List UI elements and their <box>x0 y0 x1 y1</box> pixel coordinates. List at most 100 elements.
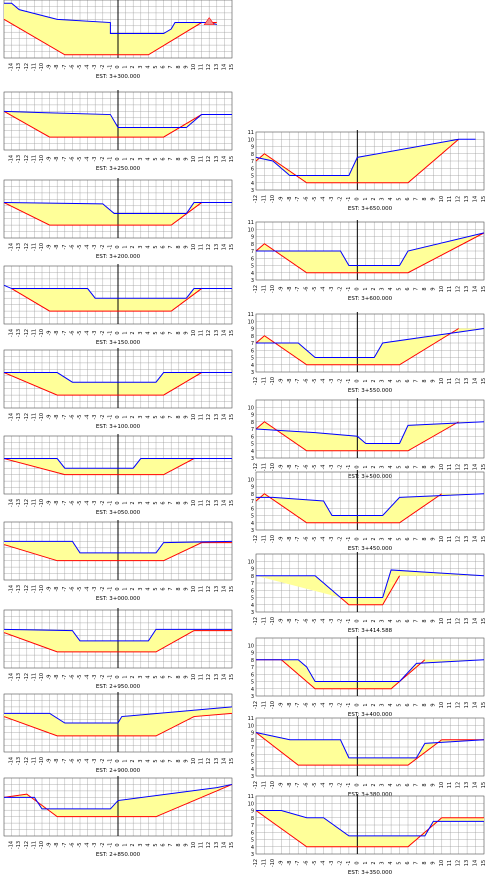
ground-profile-line <box>4 706 233 724</box>
y-tick-label: 5 <box>251 442 254 448</box>
x-tick-label: -9 <box>47 331 53 336</box>
panel-frame <box>255 637 485 697</box>
y-tick-label: 10 <box>248 801 254 807</box>
x-tick-label: 10 <box>191 156 197 162</box>
x-tick-label: 5 <box>153 415 159 418</box>
y-tick-label: 10 <box>248 643 254 649</box>
y-tick-label: 3 <box>251 694 254 700</box>
x-tick-label: 3 <box>138 157 144 160</box>
x-tick-label: 5 <box>153 331 159 334</box>
x-tick-label: 10 <box>191 586 197 592</box>
x-tick-label: -14 <box>9 757 15 765</box>
x-tick-label: 7 <box>168 587 174 590</box>
cross-section-panel: -14 -13 -12 -11 -10 -9 -8 -7 -6 -5 -4 -3 -2 -1 0 1 2 3 4 5 6… <box>3 264 235 346</box>
x-tick-label: 13 <box>464 702 470 708</box>
x-tick-label: 8 <box>422 197 428 200</box>
x-tick-label: -2 <box>337 197 343 202</box>
station-label: EST: 3+414.588 <box>348 628 393 634</box>
x-tick-label: -4 <box>321 537 327 542</box>
x-tick-label: 5 <box>153 245 159 248</box>
x-tick-label: -8 <box>54 157 60 162</box>
x-tick-label: 9 <box>183 675 189 678</box>
x-tick-label: 13 <box>214 414 220 420</box>
x-tick-label: 11 <box>199 330 205 336</box>
y-tick-label: 8 <box>251 242 254 248</box>
cut-fill-area <box>256 732 484 766</box>
x-tick-label: -5 <box>77 759 83 764</box>
x-tick-label: -12 <box>24 757 30 765</box>
x-tick-label: -11 <box>31 329 37 337</box>
x-tick-label: 6 <box>161 245 167 248</box>
y-tick-label: 7 <box>251 665 254 671</box>
x-tick-label: -12 <box>253 617 259 625</box>
ground-profile-line <box>256 569 485 598</box>
x-tick-label: 8 <box>422 287 428 290</box>
x-tick-label: -8 <box>287 197 293 202</box>
x-tick-label: 8 <box>422 703 428 706</box>
x-tick-label: -4 <box>321 287 327 292</box>
x-tick-label: 12 <box>206 414 212 420</box>
x-tick-label: -11 <box>261 377 267 385</box>
x-tick-label: -14 <box>9 585 15 593</box>
y-tick-label: 3 <box>251 774 254 780</box>
cut-fill-area <box>256 493 484 523</box>
cross-section-panel: -12 -11 -10 -9 -8 -7 -6 -5 -4 -3 -2 -1 0 1 2 3 4 5 6 7 8 9 10 1… <box>248 470 485 552</box>
y-tick-label: 4 <box>251 603 254 609</box>
cross-section-panel: -14 -13 -12 -11 -10 -9 -8 -7 -6 -5 -4 -3 -2 -1 0 1 2 3 4 5 6… <box>3 520 235 602</box>
x-tick-label: 13 <box>464 782 470 788</box>
x-tick-label: -3 <box>329 783 335 788</box>
x-tick-label: 0 <box>354 465 360 468</box>
x-tick-label: 15 <box>481 618 485 624</box>
x-tick-label: 11 <box>199 244 205 250</box>
x-tick-label: -8 <box>287 287 293 292</box>
y-tick-label: 6 <box>251 752 254 758</box>
x-tick-label: -11 <box>31 841 37 849</box>
ground-profile-line <box>4 458 232 469</box>
y-tick-label: 6 <box>251 672 254 678</box>
x-tick-label: 8 <box>176 501 182 504</box>
x-tick-label: -7 <box>295 861 301 866</box>
y-tick-label: 8 <box>251 334 254 340</box>
x-tick-label: -13 <box>16 585 22 593</box>
x-tick-label: 10 <box>191 64 197 70</box>
x-tick-label: -5 <box>312 197 318 202</box>
station-label: EST: 3+450.000 <box>348 546 393 552</box>
x-tick-label: 12 <box>206 244 212 250</box>
x-tick-label: -1 <box>107 245 113 250</box>
x-tick-label: -10 <box>39 673 45 681</box>
x-tick-label: 9 <box>183 587 189 590</box>
x-tick-label: 14 <box>473 618 479 624</box>
x-tick-label: 13 <box>214 674 220 680</box>
x-tick-label: 14 <box>473 782 479 788</box>
ground-profile-line <box>3 628 232 642</box>
x-tick-label: 3 <box>380 287 386 290</box>
x-tick-label: 7 <box>413 537 419 540</box>
x-tick-label: 15 <box>481 286 485 292</box>
x-tick-label: -13 <box>16 757 22 765</box>
y-tick-label: 8 <box>251 420 254 426</box>
x-tick-label: 4 <box>145 415 151 418</box>
ground-profile-line <box>3 284 232 299</box>
x-tick-label: -1 <box>107 65 113 70</box>
y-tick-label: 11 <box>248 220 254 226</box>
y-tick-label: 3 <box>251 610 254 616</box>
y-tick-label: 9 <box>251 413 254 419</box>
x-tick-label: 4 <box>388 379 394 382</box>
x-tick-label: -11 <box>31 585 37 593</box>
x-tick-label: 9 <box>430 465 436 468</box>
x-tick-label: 10 <box>439 464 445 470</box>
y-tick-label: 5 <box>251 680 254 686</box>
cross-section-panel: -12 -11 -10 -9 -8 -7 -6 -5 -4 -3 -2 -1 0 1 2 3 4 5 6 7 8 9 10 1… <box>248 794 485 876</box>
ground-profile-line <box>256 810 484 837</box>
x-tick-label: 14 <box>221 842 227 848</box>
x-tick-label: 0 <box>115 759 121 762</box>
x-tick-label: -3 <box>329 379 335 384</box>
x-tick-label: -3 <box>92 759 98 764</box>
x-tick-label: 2 <box>371 861 377 864</box>
x-tick-label: 4 <box>388 783 394 786</box>
cut-fill-area <box>4 706 232 736</box>
x-tick-label: 10 <box>439 196 445 202</box>
x-tick-label: 2 <box>371 287 377 290</box>
x-tick-label: -9 <box>278 537 284 542</box>
